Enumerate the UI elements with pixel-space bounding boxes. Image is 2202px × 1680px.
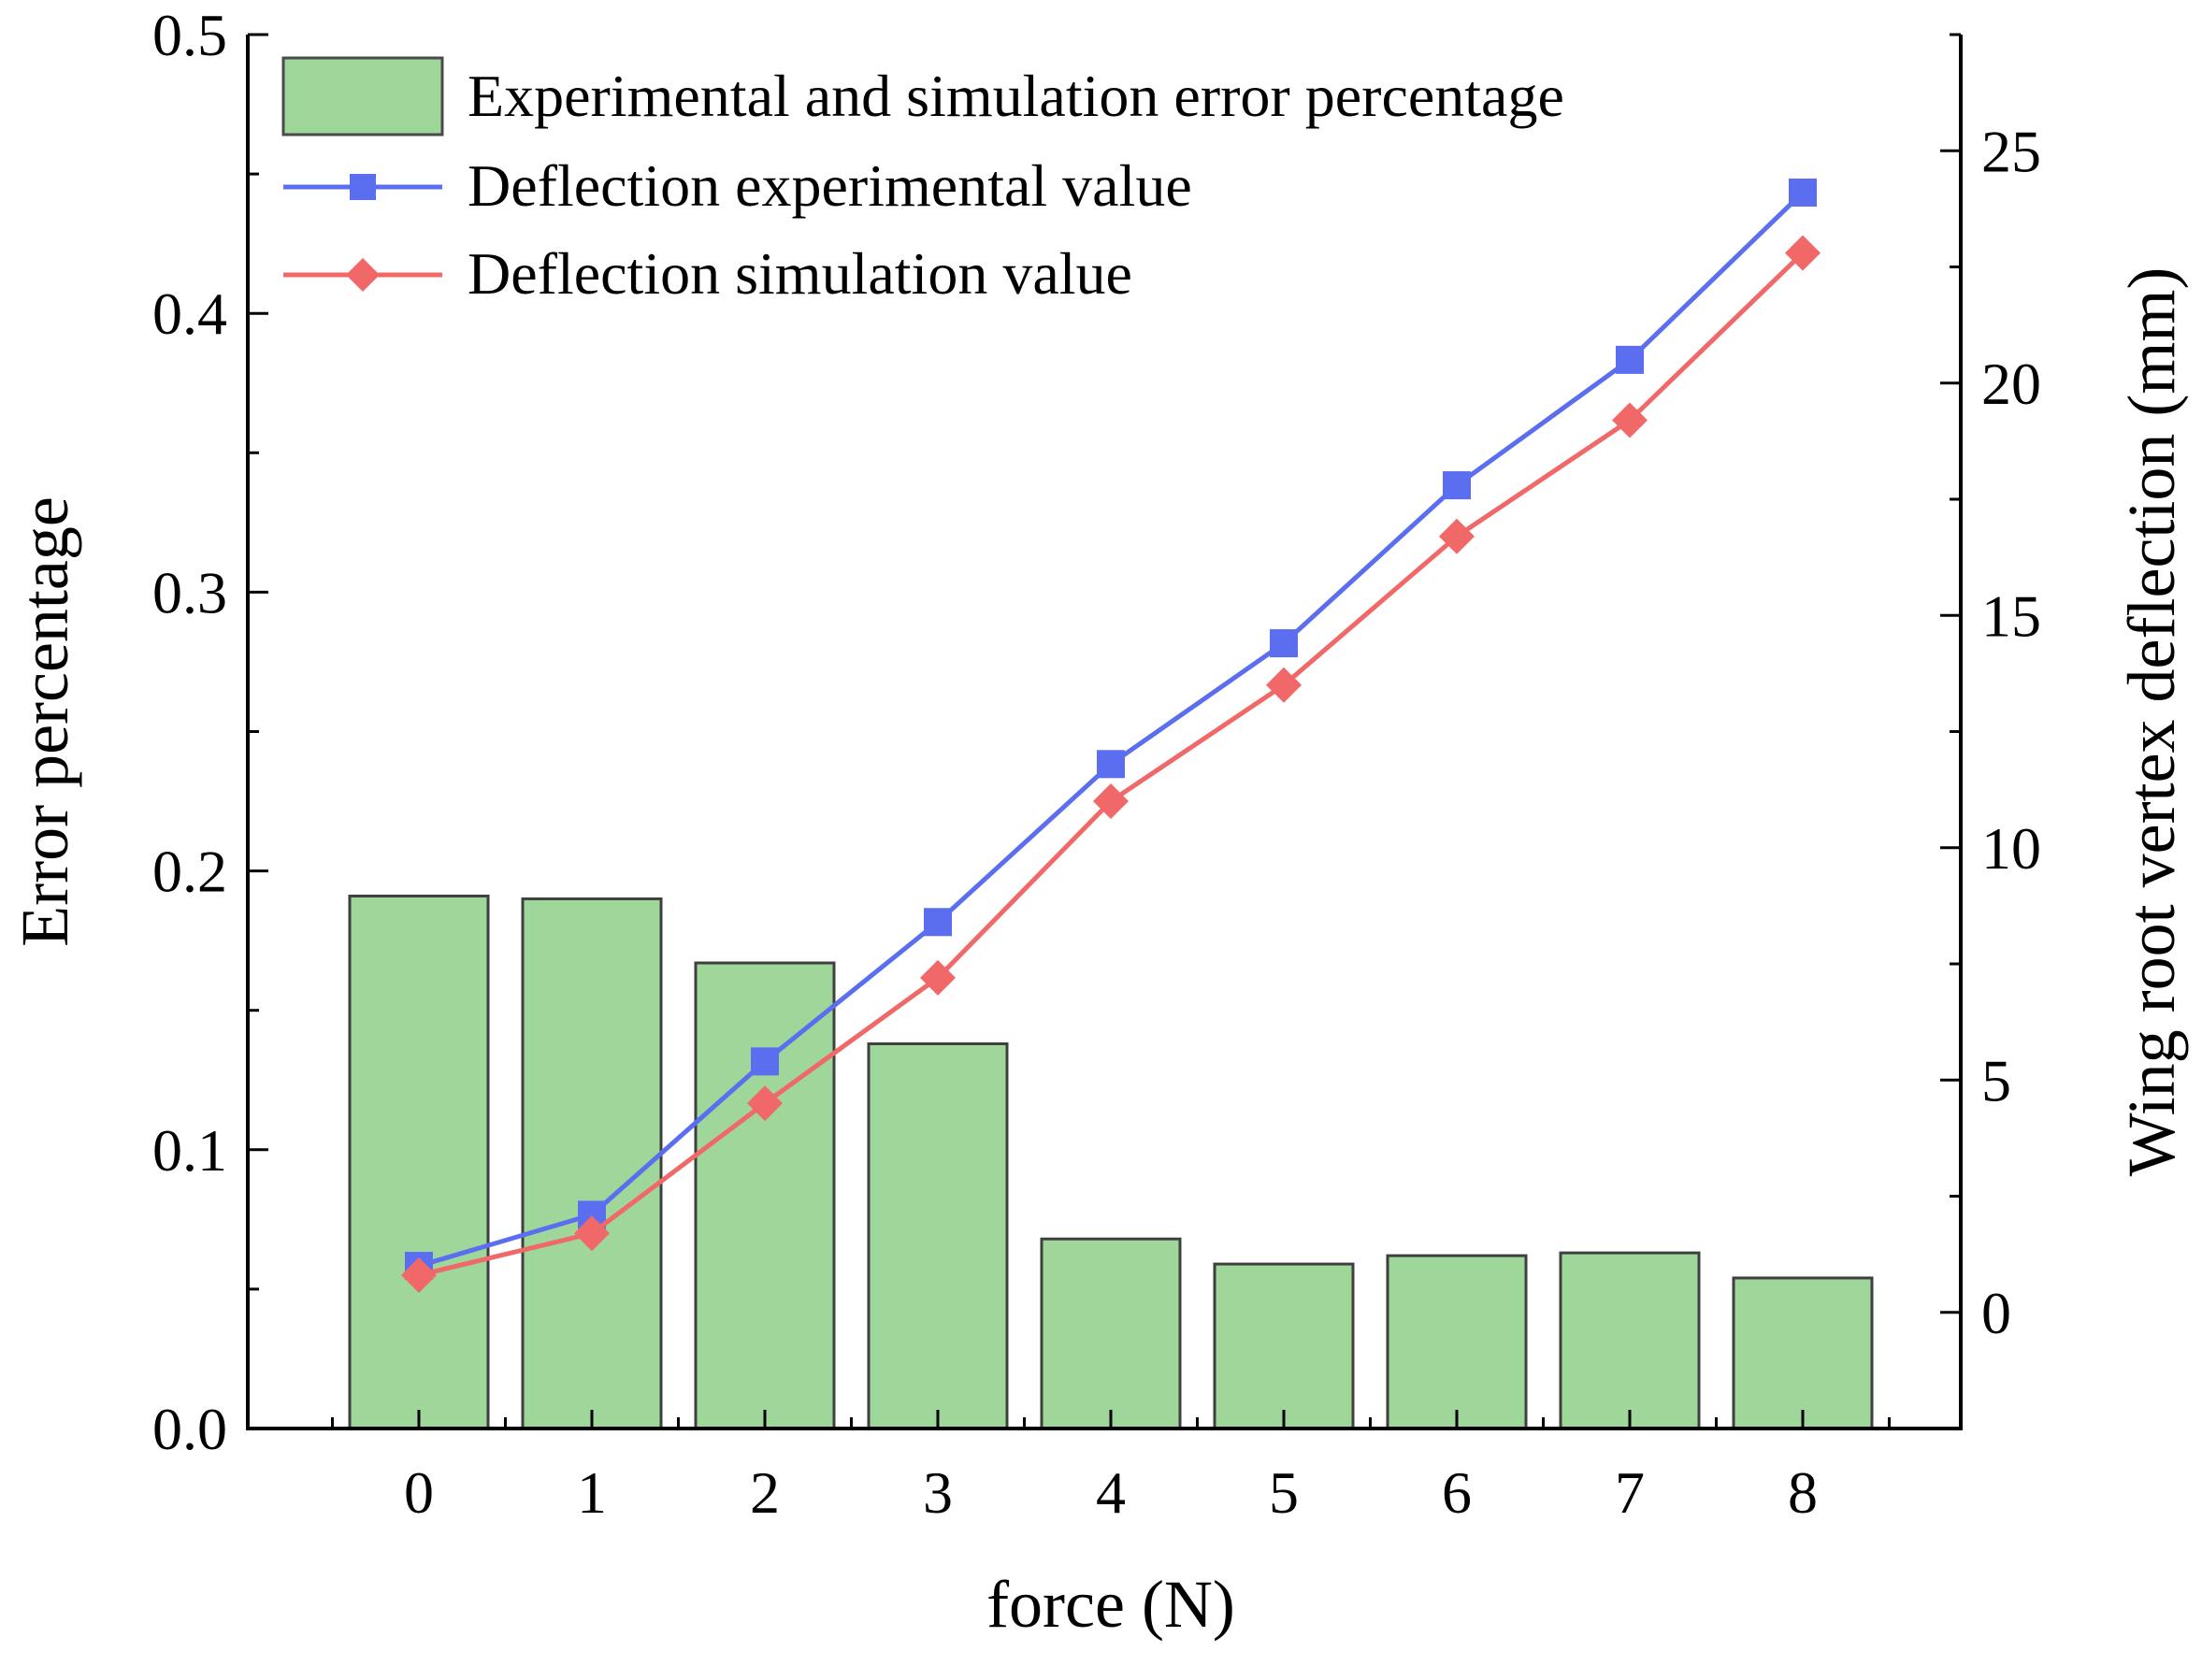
- x-tick-label: 4: [1096, 1459, 1126, 1526]
- legend: Experimental and simulation error percen…: [281, 56, 1564, 307]
- x-tick-label: 2: [750, 1459, 780, 1526]
- x-tick-label: 0: [404, 1459, 434, 1526]
- y-right-tick-label: 20: [1981, 351, 2041, 417]
- bar-4: [1040, 1237, 1182, 1430]
- experimental-point-7: [1616, 345, 1644, 374]
- y-left-tick-label: 0.4: [152, 280, 227, 347]
- experimental-point-3: [924, 908, 952, 937]
- experimental-point-6: [1443, 471, 1471, 500]
- legend-marker-square-icon: [350, 174, 376, 200]
- lines-layer: [401, 178, 1821, 1293]
- y-right-tick-label: 10: [1981, 815, 2041, 882]
- bar-1: [521, 897, 663, 1430]
- legend-marker-diamond-icon: [346, 258, 380, 292]
- x-tick-label: 1: [577, 1459, 607, 1526]
- legend-label-simulation: Deflection simulation value: [468, 240, 1132, 307]
- y-right-axis-title: Wing root vertex deflection (mm): [2114, 267, 2189, 1177]
- simulation-point-0: [401, 1256, 437, 1293]
- y-left-tick-label: 0.5: [152, 2, 227, 68]
- legend-label-experimental: Deflection experimental value: [468, 152, 1192, 219]
- bar-8: [1732, 1276, 1874, 1430]
- y-left-tick-label: 0.2: [152, 839, 227, 905]
- simulation-point-7: [1612, 402, 1648, 438]
- bar-2: [694, 961, 836, 1430]
- x-tick-label: 5: [1269, 1459, 1299, 1526]
- x-tick-label: 3: [923, 1459, 953, 1526]
- x-tick-label: 6: [1442, 1459, 1472, 1526]
- bar-0: [348, 894, 490, 1430]
- bar-5: [1213, 1262, 1355, 1430]
- y-left-tick-label: 0.1: [152, 1117, 227, 1184]
- simulation-point-5: [1266, 667, 1302, 703]
- experimental-point-5: [1270, 629, 1298, 658]
- legend-swatch-error-bar: [281, 56, 444, 136]
- ticks-layer: 0.0 0.1 0.2 0.3 0.4 0.5 0 5 10 15 20 25 0 1 2 3 4 5 6 7 8: [152, 2, 2041, 1526]
- y-left-tick-label: 0.3: [152, 559, 227, 625]
- y-left-axis-title: Error percentage: [7, 496, 82, 947]
- experimental-point-4: [1097, 750, 1125, 779]
- y-right-tick-label: 5: [1981, 1047, 2011, 1113]
- bars-layer: [348, 894, 1874, 1430]
- bar-7: [1559, 1251, 1701, 1430]
- simulation-point-4: [1093, 783, 1129, 820]
- y-left-tick-label: 0.0: [152, 1396, 227, 1462]
- experimental-point-2: [751, 1047, 779, 1076]
- x-tick-label: 7: [1615, 1459, 1645, 1526]
- bar-6: [1386, 1254, 1528, 1430]
- legend-label-error: Experimental and simulation error percen…: [468, 63, 1564, 129]
- bar-3: [867, 1041, 1009, 1430]
- y-right-tick-label: 15: [1981, 582, 2041, 649]
- simulation-point-2: [747, 1085, 783, 1122]
- x-axis-title: force (N): [986, 1567, 1235, 1642]
- y-right-tick-label: 0: [1981, 1280, 2011, 1346]
- simulation-point-3: [920, 959, 956, 996]
- simulation-point-8: [1785, 235, 1821, 271]
- simulation-point-1: [574, 1215, 610, 1252]
- y-right-tick-label: 25: [1981, 118, 2041, 184]
- simulation-point-6: [1439, 518, 1475, 554]
- x-tick-label: 8: [1788, 1459, 1818, 1526]
- experimental-point-8: [1789, 178, 1817, 207]
